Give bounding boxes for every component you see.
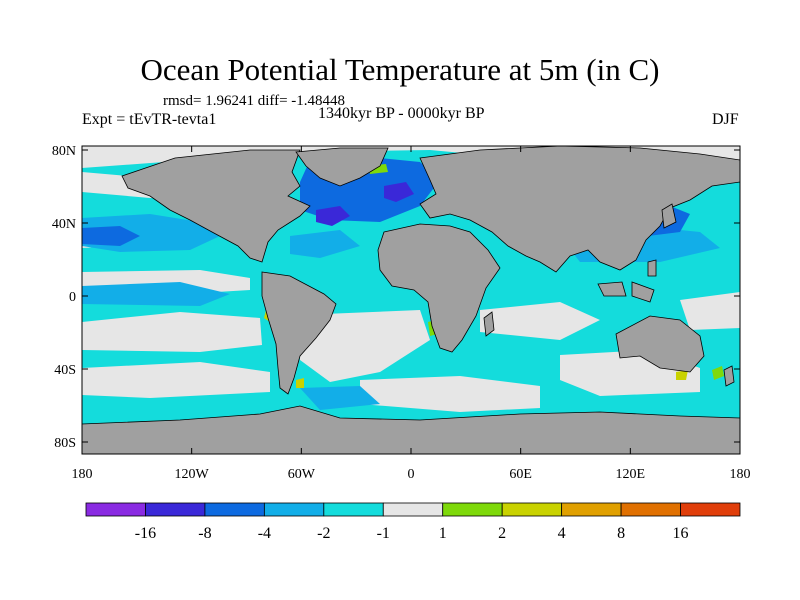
period-label: 1340kyr BP - 0000kyr BP	[318, 105, 485, 122]
colorbar-label: 2	[498, 525, 506, 542]
colorbar-swatch	[323, 502, 384, 517]
colorbar-label: 4	[558, 525, 566, 542]
latitude-label: 80N	[52, 144, 76, 159]
longitude-label: 60W	[288, 467, 316, 482]
land-masses	[82, 146, 740, 454]
colorbar-swatch	[85, 502, 146, 517]
colorbar-label: 8	[617, 525, 625, 542]
colorbar-swatch	[680, 502, 741, 517]
longitude-axis: 180 120W 60W 0 60E 120E 180	[72, 146, 751, 482]
colorbar-label: 16	[673, 525, 689, 542]
colorbar-swatch	[501, 502, 563, 517]
latitude-label: 40N	[52, 217, 76, 232]
longitude-label: 120W	[175, 467, 210, 482]
map-title: Ocean Potential Temperature at 5m (in C)	[140, 52, 660, 87]
colorbar-swatch	[145, 502, 206, 517]
colorbar-swatch	[620, 502, 681, 517]
colorbar-label: -2	[317, 525, 330, 542]
latitude-label: 40S	[54, 363, 76, 378]
colorbar-swatch	[263, 502, 325, 517]
colorbar-label: -16	[135, 525, 156, 542]
season-label: DJF	[712, 111, 739, 128]
longitude-label: 60E	[509, 467, 532, 482]
colorbar-label: 1	[439, 525, 447, 542]
colorbar-label: -4	[258, 525, 271, 542]
colorbar-swatch	[382, 502, 444, 517]
latitude-label: 0	[69, 290, 76, 305]
longitude-label: 180	[730, 467, 751, 482]
map-panel	[82, 146, 740, 454]
stats-label: rmsd= 1.96241 diff= -1.48448	[163, 93, 346, 109]
longitude-label: 0	[408, 467, 415, 482]
latitude-label: 80S	[54, 436, 76, 451]
extreme-cooling-regions	[316, 182, 414, 226]
latitude-axis: 80N 40N 0 40S 80S	[52, 144, 740, 451]
colorbar-swatch	[442, 502, 503, 517]
colorbar-swatch	[561, 502, 622, 517]
colorbar-label: -1	[377, 525, 390, 542]
colorbar-label: -8	[198, 525, 211, 542]
longitude-label: 120E	[616, 467, 646, 482]
colorbar: -16 -8 -4 -2 -1 1 2 4 8 16	[85, 502, 741, 542]
experiment-label: Expt = tEvTR-tevta1	[82, 111, 217, 128]
longitude-label: 180	[72, 467, 93, 482]
colorbar-swatch	[204, 502, 265, 517]
